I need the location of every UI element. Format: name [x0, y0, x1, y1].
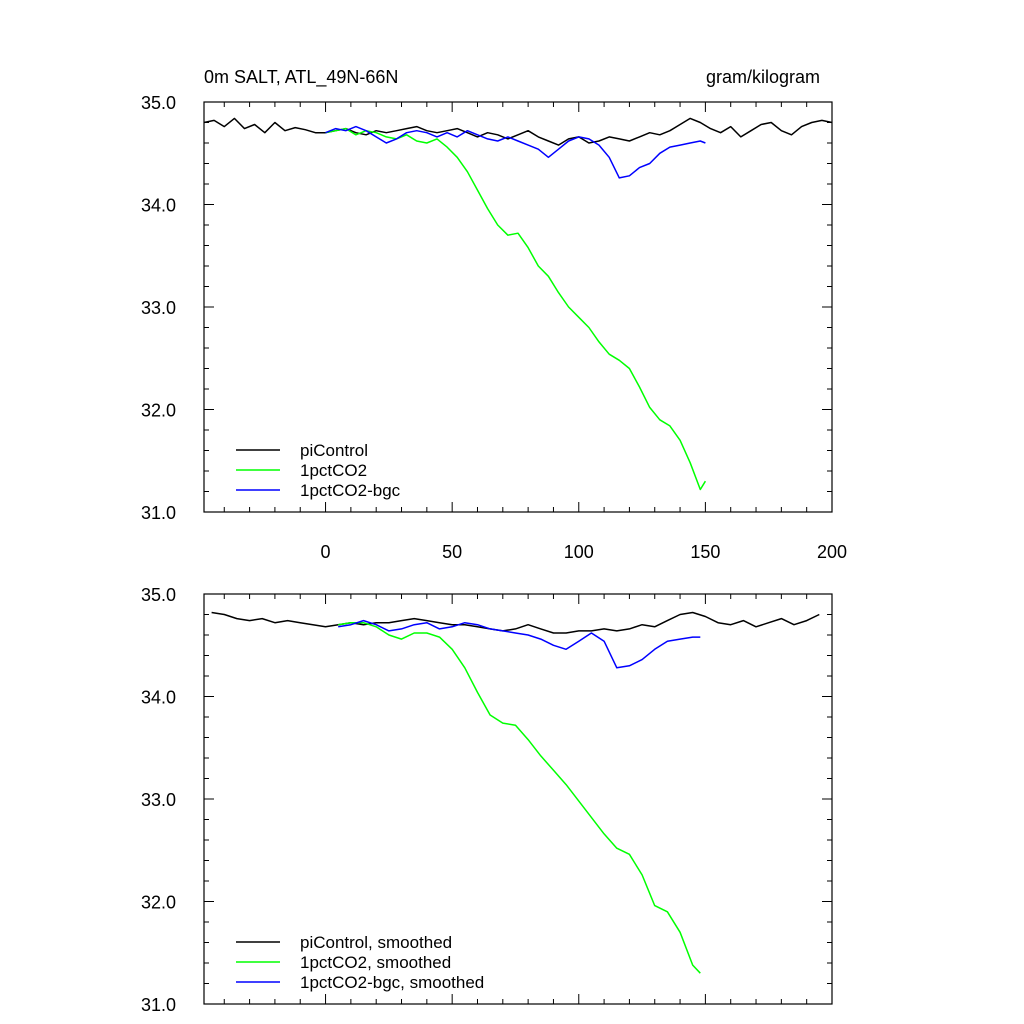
y-tick-label: 33.0 — [141, 298, 176, 318]
y-tick-label: 32.0 — [141, 401, 176, 421]
top-panel: 0m SALT, ATL_49N-66N gram/kilogram 31.03… — [141, 67, 847, 562]
series-line-1-2 — [338, 619, 701, 669]
bottom-plot-frame — [203, 593, 833, 1005]
x-tick-label: 100 — [564, 542, 594, 562]
series-line-0-0 — [203, 117, 833, 146]
top-plot-frame — [203, 101, 833, 513]
legend-label: piControl — [300, 441, 368, 460]
y-tick-label: 35.0 — [141, 585, 176, 605]
top-panel-title: 0m SALT, ATL_49N-66N — [204, 67, 398, 88]
series-line-1-0 — [211, 611, 820, 634]
legend-label: 1pctCO2 — [300, 461, 367, 480]
y-tick-label: 33.0 — [141, 790, 176, 810]
y-tick-label: 34.0 — [141, 196, 176, 216]
top-panel-units: gram/kilogram — [706, 67, 820, 87]
series-line-1-1 — [338, 621, 701, 974]
x-tick-label: 150 — [690, 542, 720, 562]
top-plot-axes: 31.0 32.0 33.0 34.0 35.0 0 50 100 150 200 — [141, 93, 847, 562]
y-tick-label: 31.0 — [141, 503, 176, 523]
top-plot-area — [203, 117, 833, 491]
y-tick-label: 31.0 — [141, 995, 176, 1015]
x-tick-label: 0 — [321, 542, 331, 562]
legend-label: piControl, smoothed — [300, 933, 452, 952]
x-tick-label: 200 — [817, 542, 847, 562]
series-line-0-2 — [325, 125, 706, 179]
y-tick-label: 32.0 — [141, 893, 176, 913]
bottom-plot-axes: 31.0 32.0 33.0 34.0 35.0 — [141, 585, 833, 1015]
legend-label: 1pctCO2-bgc — [300, 481, 401, 500]
y-tick-label: 35.0 — [141, 93, 176, 113]
legend-label: 1pctCO2, smoothed — [300, 953, 451, 972]
bottom-plot-area — [211, 611, 820, 974]
legend-label: 1pctCO2-bgc, smoothed — [300, 973, 484, 992]
x-tick-label: 50 — [442, 542, 462, 562]
bottom-panel: 31.0 32.0 33.0 34.0 35.0 piControl, smoothed… — [141, 585, 833, 1015]
y-tick-label: 34.0 — [141, 688, 176, 708]
series-line-0-1 — [325, 127, 707, 491]
